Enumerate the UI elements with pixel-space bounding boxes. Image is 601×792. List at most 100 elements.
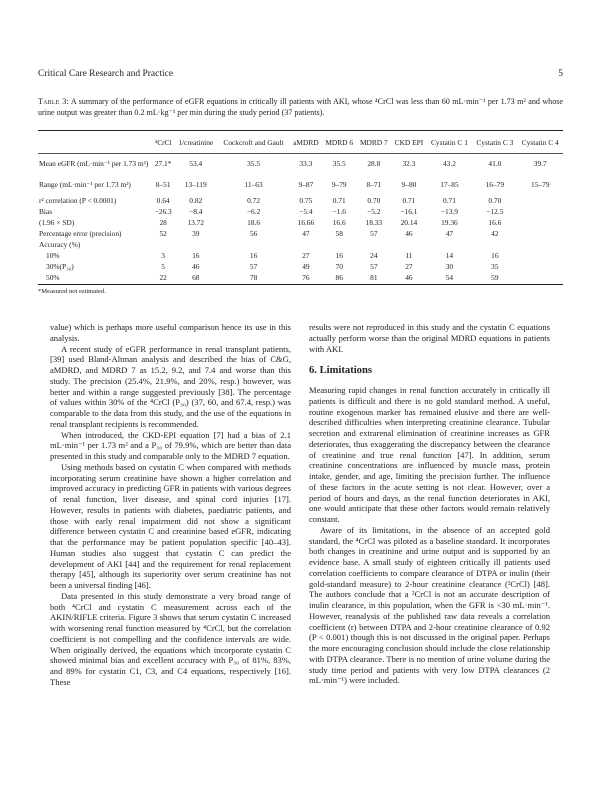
table-cell: 11–63 (244, 180, 263, 190)
table-cell: 57 (249, 262, 258, 272)
table-cell: −1.6 (332, 207, 346, 217)
table-cell: 54 (445, 273, 454, 283)
column-header: Cystatin C 3 (476, 137, 514, 147)
table-cell: 27.1* (154, 159, 172, 169)
row-label: r² correlation (P < 0.0001) (39, 196, 117, 206)
page-number: 5 (558, 69, 563, 79)
table-row: (1.96 × SD) 28 13.72 18.6 16.66 16.6 18.33 20.1… (38, 218, 563, 229)
table-cell: 58 (335, 229, 343, 239)
row-label: 30%(P₃₀) (46, 262, 74, 272)
table-cell (518, 240, 563, 251)
table-cell: 0.71 (402, 196, 416, 206)
column-header: CKD EPI (394, 137, 424, 147)
row-label: 10% (46, 251, 60, 261)
table-cell (518, 229, 563, 240)
table-cell: −13.9 (440, 207, 458, 217)
table-cell (427, 240, 472, 251)
table-cell: 78 (249, 273, 258, 283)
table-cell: 57 (370, 262, 378, 272)
row-label: Accuracy (%) (39, 240, 81, 250)
table-row: 30%(P₃₀) 5 46 57 49 70 57 27 30 35 (38, 262, 563, 273)
table-label: Table 3: (38, 97, 69, 106)
table-cell: 35 (491, 262, 499, 272)
paragraph: value) which is perhaps more useful comp… (50, 322, 291, 343)
table-cell: −16.1 (400, 207, 418, 217)
table-cell: 16 (192, 251, 200, 261)
table-cell: 32.3 (402, 159, 416, 169)
paragraph: When introduced, the CKD-EPI equation [7… (50, 429, 291, 462)
table-cell (174, 240, 217, 251)
table-cell: 22 (159, 273, 167, 283)
table-cell: 27 (302, 251, 310, 261)
table-cell (518, 273, 563, 285)
row-label: Mean eGFR (mL·min⁻¹ per 1.73 m²) (39, 159, 149, 169)
table-cell: 9–80 (401, 180, 417, 190)
table-cell: 70 (335, 262, 343, 272)
table-cell: 16 (335, 251, 343, 261)
row-label: Percentage error (precision) (39, 229, 122, 239)
table-caption-text: A summary of the performance of eGFR equ… (38, 97, 564, 117)
table-cell: −5.2 (367, 207, 381, 217)
table-cell: 9–87 (298, 180, 314, 190)
table-cell: 56 (249, 229, 258, 239)
table-cell: 18.6 (247, 218, 261, 228)
row-label: (1.96 × SD) (39, 218, 75, 228)
column-header: Cystatin C 1 (430, 137, 468, 147)
table-cell: 53.4 (189, 159, 203, 169)
table-cell: 16 (249, 251, 258, 261)
paragraph: Using methods based on cystatin C when c… (50, 461, 291, 590)
paragraph: results were not reproduced in this stud… (309, 322, 550, 354)
row-label: Range (mL·min⁻¹ per 1.73 m²) (39, 180, 131, 190)
table-cell: 43.2 (442, 159, 456, 169)
table-cell: 16.6 (332, 218, 346, 228)
results-table: ⁴CrCl 1/creatinine Cockcroft and Gault aMDR… (38, 130, 563, 285)
table-cell: 13–119 (184, 180, 207, 190)
table-row: Percentage error (precision) 52 39 56 47 58 57… (38, 229, 563, 240)
table-cell: 35.5 (332, 159, 346, 169)
table-cell: 33.3 (299, 159, 313, 169)
table-cell: 0.72 (247, 196, 261, 206)
table-cell: 0.71 (332, 196, 346, 206)
table-cell: 39.7 (533, 159, 547, 169)
table-cell (152, 240, 174, 251)
table-cell: 46 (405, 273, 413, 283)
table-cell: 35.5 (247, 159, 261, 169)
table-cell: −26.3 (154, 207, 172, 217)
column-header: Cockcroft and Gault (223, 137, 284, 147)
column-header: MDRD 6 (325, 137, 354, 147)
table-cell: −5.4 (299, 207, 313, 217)
table-cell: 0.70 (367, 196, 381, 206)
table-cell: 46 (405, 229, 413, 239)
table-cell: −8.4 (189, 207, 203, 217)
table-cell: 16.6 (488, 218, 502, 228)
table-row: r² correlation (P < 0.0001) 0.64 0.82 0.72 0… (38, 196, 563, 207)
table-cell (518, 251, 563, 262)
table-cell: 68 (192, 273, 200, 283)
table-cell: 0.75 (299, 196, 313, 206)
table-row: Range (mL·min⁻¹ per 1.73 m²) 8–51 13–119 11… (38, 175, 563, 196)
table-cell: −6.2 (246, 207, 261, 217)
table-cell: 47 (302, 229, 310, 239)
paragraph: Aware of its limitations, in the absence… (309, 524, 550, 686)
running-header: Critical Care Research and Practice 5 (38, 69, 563, 79)
table-cell: 49 (302, 262, 310, 272)
right-column: results were not reproduced in this stud… (309, 322, 550, 686)
table-cell: −12.5 (486, 207, 504, 217)
table-cell (322, 240, 357, 251)
table-cell: 5 (161, 262, 165, 272)
table-cell: 14 (445, 251, 454, 261)
table-cell: 42 (491, 229, 499, 239)
table-cell (518, 207, 563, 218)
table-cell (391, 240, 427, 251)
table-cell: 81 (370, 273, 378, 283)
table-cell: 52 (159, 229, 167, 239)
table-cell: 16–79 (485, 180, 505, 190)
table-cell (518, 196, 563, 207)
table-cell: 17–85 (440, 180, 459, 190)
table-cell: 11 (405, 251, 413, 261)
table-cell: 13.72 (187, 218, 205, 228)
table-footnote: *Measured not estimated. (38, 288, 106, 295)
table-cell (357, 240, 392, 251)
table-cell: 16.66 (297, 218, 315, 228)
table-cell: 0.64 (156, 196, 170, 206)
